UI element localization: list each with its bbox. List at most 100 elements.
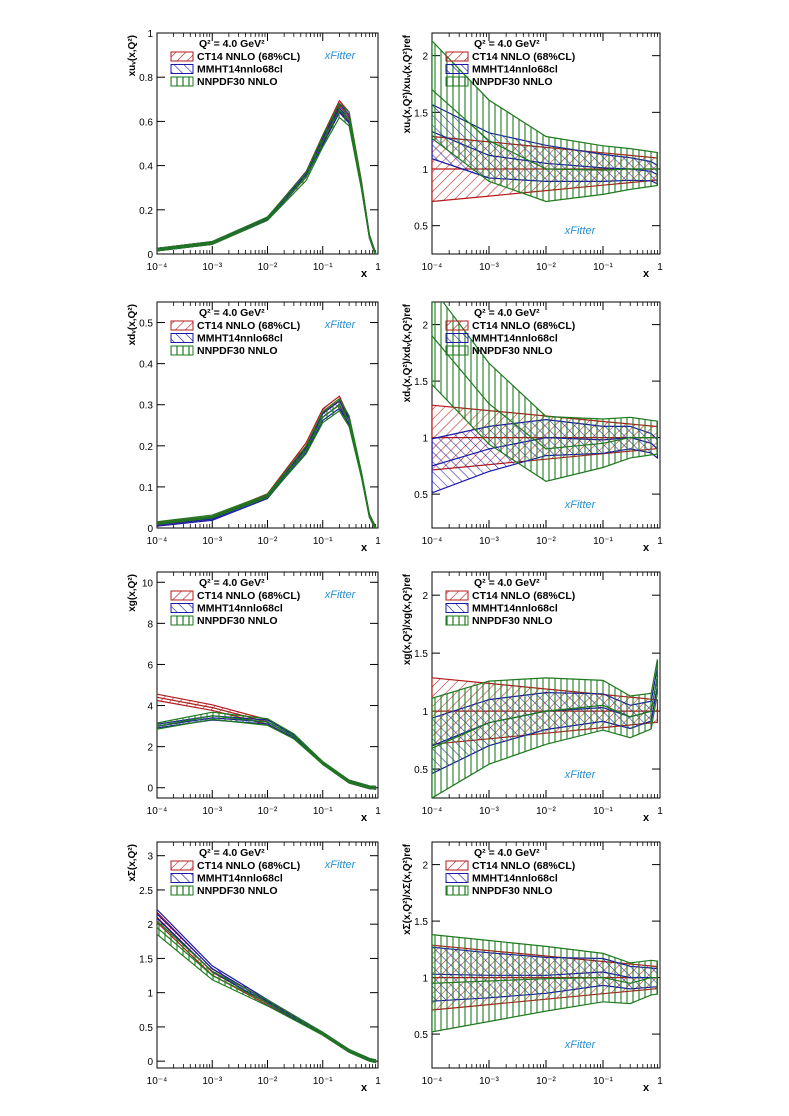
y-tick-label: 0.1 (139, 483, 153, 494)
point-nnpdf (656, 436, 659, 439)
point-nnpdf (368, 786, 371, 789)
x-axis-label: x (643, 812, 650, 824)
point-nnpdf (629, 436, 631, 439)
xfitter-logo: xFitter (324, 589, 357, 601)
panel-uv: 10⁻⁴ 10⁻³ 10⁻² 10⁻¹ 1x00.20.40.60.81xuᵥ(x,Q²… (127, 29, 381, 280)
point-nnpdf (545, 168, 547, 170)
y-axis-label: xuᵥ(x,Q²)/xuᵥ(x,Q²)ref (402, 34, 413, 133)
x-tick-label: 10⁻³ (479, 262, 499, 273)
point-nnpdf (374, 1060, 377, 1062)
point-nnpdf (211, 515, 214, 518)
y-tick-label: 1 (422, 707, 428, 718)
y-tick-label: 0.8 (139, 73, 153, 84)
legend-entry-mmht: MMHT14nnlo68cl (197, 64, 283, 76)
point-ct14 (432, 436, 433, 439)
panel-uv_ratio: 10⁻⁴ 10⁻³ 10⁻² 10⁻¹ 1x0.511.52xuᵥ(x,Q²)/xuᵥ(… (402, 32, 663, 280)
point-nnpdf (322, 416, 324, 418)
x-tick-label: 10⁻¹ (313, 1076, 333, 1087)
plot-area (432, 933, 659, 1033)
band-nnpdf (157, 397, 377, 528)
point-nnpdf (305, 175, 307, 178)
x-tick-label: 10⁻² (258, 806, 278, 817)
legend-scale: Q² = 4.0 GeV² (199, 847, 265, 859)
legend-entry-mmht: MMHT14nnlo68cl (197, 603, 283, 615)
legend-swatch-nnpdf (445, 885, 469, 896)
xfitter-logo: xFitter (324, 319, 357, 331)
point-nnpdf (650, 436, 652, 439)
point-nnpdf (656, 168, 659, 170)
point-nnpdf (432, 88, 433, 91)
y-tick-label: 0.4 (139, 162, 153, 173)
line-mmht (157, 913, 376, 1062)
point-nnpdf (360, 184, 363, 187)
band-nnpdf (157, 102, 377, 254)
x-tick-label: 1 (657, 1076, 663, 1087)
point-nnpdf (488, 139, 490, 142)
plot-area (157, 99, 377, 254)
point-mmht (432, 465, 433, 467)
x-tick-label: 10⁻² (536, 536, 556, 547)
x-tick-label: 10⁻³ (202, 536, 222, 547)
point-nnpdf (293, 735, 295, 738)
legend-entry-nnpdf: NNPDF30 NNLO (197, 76, 278, 88)
x-axis-label: x (361, 812, 368, 824)
xfitter-logo: xFitter (564, 499, 597, 511)
y-axis-label: xg(x,Q²)/xg(x,Q²)ref (402, 573, 413, 665)
legend-entry-mmht: MMHT14nnlo68cl (472, 873, 558, 885)
line-nnpdf (157, 403, 377, 528)
y-axis-label: xuᵥ(x,Q²) (127, 35, 138, 76)
legend-swatch-nnpdf (170, 345, 194, 356)
legend-swatch-ct14 (445, 51, 469, 62)
point-nnpdf (374, 527, 377, 528)
point-nnpdf (322, 140, 324, 143)
y-tick-label: 0.2 (139, 206, 153, 217)
xfitter-logo: xFitter (324, 50, 357, 62)
legend-scale: Q² = 4.0 GeV² (199, 38, 265, 50)
legend-swatch-mmht (170, 873, 194, 883)
point-nnpdf (360, 473, 363, 476)
plot-area (157, 395, 377, 528)
point-nnpdf (374, 786, 377, 789)
point-nnpdf (348, 118, 350, 120)
y-tick-label: 1.5 (414, 108, 428, 119)
legend-swatch-nnpdf (170, 615, 194, 626)
y-tick-label: 0.5 (139, 319, 153, 330)
y-axis-label: xg(x,Q²) (127, 574, 138, 612)
legend-entry-nnpdf: NNPDF30 NNLO (197, 885, 278, 897)
line-mmht (157, 403, 377, 528)
point-nnpdf (432, 747, 433, 749)
x-tick-label: 10⁻³ (479, 1076, 499, 1087)
legend-scale: Q² = 4.0 GeV² (199, 307, 265, 319)
y-tick-label: 2 (147, 743, 153, 754)
point-nnpdf (348, 780, 350, 783)
x-axis-label: x (643, 1082, 650, 1094)
point-nnpdf (545, 710, 547, 712)
x-tick-label: 1 (375, 806, 381, 817)
point-nnpdf (650, 168, 652, 170)
x-tick-label: 10⁻³ (202, 262, 222, 273)
y-tick-label: 4 (147, 702, 153, 713)
point-nnpdf (348, 420, 350, 423)
y-tick-label: 1 (147, 29, 153, 40)
x-tick-label: 1 (375, 262, 381, 273)
y-tick-label: 0 (147, 784, 153, 795)
legend-swatch-ct14 (170, 320, 194, 331)
point-nnpdf (374, 253, 377, 254)
legend-entry-ct14: CT14 NNLO (68%CL) (197, 860, 300, 872)
y-tick-label: 1 (422, 165, 428, 176)
y-tick-label: 6 (147, 660, 153, 671)
point-ct14 (211, 706, 214, 709)
x-tick-label: 10⁻³ (479, 536, 499, 547)
legend-entry-mmht: MMHT14nnlo68cl (197, 873, 283, 885)
x-tick-label: 10⁻² (258, 536, 278, 547)
point-nnpdf (656, 976, 659, 979)
point-nnpdf (368, 235, 371, 238)
panel-sigma_ratio: 10⁻⁴ 10⁻³ 10⁻² 10⁻¹ 1x0.511.52xΣ(x,Q²)/xΣ(x,… (402, 841, 663, 1094)
y-tick-label: 2 (147, 920, 153, 931)
y-tick-label: 1.5 (414, 649, 428, 660)
legend-scale: Q² = 4.0 GeV² (474, 307, 540, 319)
legend-scale: Q² = 4.0 GeV² (474, 577, 540, 589)
y-tick-label: 10 (142, 578, 154, 589)
line-ct14 (157, 916, 376, 1062)
